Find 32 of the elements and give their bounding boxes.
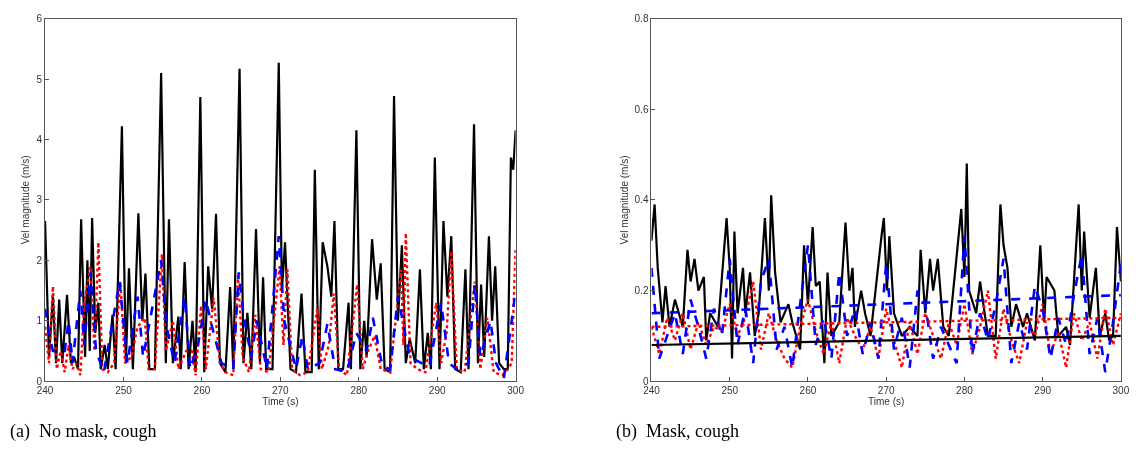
x-tick-label: 290 <box>1034 385 1052 397</box>
y-tick-label: 0.8 <box>634 13 649 25</box>
text: (b) Mask, cough <box>616 421 739 442</box>
y-tick-label: 1 <box>36 315 43 327</box>
y-tick-label: 4 <box>36 133 43 145</box>
y-tick-label: 0.6 <box>634 103 649 115</box>
x-tick-label: 260 <box>799 385 817 397</box>
text: (a) No mask, cough <box>10 421 157 442</box>
y-tick-label: 6 <box>36 13 43 25</box>
y-axis-title: Vel magnitude (m/s) <box>20 155 32 245</box>
x-tick-label: 280 <box>956 385 974 397</box>
x-tick-label: 270 <box>271 385 290 397</box>
y-tick-label: 2 <box>36 254 43 266</box>
x-tick-label: 240 <box>36 385 54 397</box>
y-tick-label: 0 <box>36 375 43 387</box>
y-axis-title: Vel magnitude (m/s) <box>618 155 630 245</box>
x-tick-label: 250 <box>115 385 133 397</box>
y-tick-label: 3 <box>36 194 43 206</box>
x-tick-label: 260 <box>193 385 211 397</box>
x-axis-title: Time (s) <box>868 396 905 408</box>
x-tick-label: 270 <box>877 385 895 397</box>
x-tick-label: 240 <box>643 385 661 397</box>
x-tick-label: 250 <box>721 385 739 397</box>
x-tick-label: 300 <box>507 385 525 397</box>
y-tick-label: 0.4 <box>634 194 649 206</box>
x-axis-title: Time (s) <box>262 396 299 408</box>
y-tick-label: 0 <box>642 375 649 387</box>
x-tick-label: 300 <box>1112 385 1130 397</box>
y-tick-label: 0.2 <box>634 285 649 297</box>
y-tick-label: 5 <box>36 73 43 85</box>
x-tick-label: 290 <box>428 385 446 397</box>
x-tick-label: 280 <box>350 385 368 397</box>
